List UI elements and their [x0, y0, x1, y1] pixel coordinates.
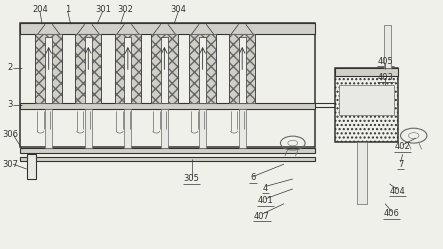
- Bar: [161, 37, 168, 103]
- Text: 302: 302: [117, 5, 133, 14]
- Text: 6: 6: [250, 173, 256, 182]
- Bar: [20, 103, 315, 109]
- Bar: [20, 148, 315, 153]
- Text: 204: 204: [32, 5, 48, 14]
- Text: 4: 4: [263, 184, 268, 193]
- Text: 306: 306: [2, 130, 19, 139]
- Bar: [124, 109, 132, 148]
- Text: 406: 406: [384, 209, 400, 218]
- Bar: [199, 109, 206, 148]
- Bar: [85, 109, 92, 148]
- Bar: [45, 109, 52, 148]
- Text: 2: 2: [8, 63, 13, 72]
- Text: 407: 407: [254, 212, 270, 221]
- Bar: [239, 109, 246, 148]
- Text: 405: 405: [377, 57, 393, 66]
- Bar: [334, 67, 398, 76]
- Bar: [384, 25, 391, 67]
- Bar: [199, 37, 206, 103]
- Bar: [190, 34, 216, 103]
- Text: 305: 305: [184, 175, 199, 184]
- Text: 403: 403: [377, 73, 393, 82]
- Bar: [357, 142, 366, 204]
- Bar: [20, 23, 315, 34]
- Bar: [35, 34, 62, 103]
- Bar: [339, 85, 394, 115]
- Text: 3: 3: [8, 100, 13, 109]
- Text: 402: 402: [395, 142, 411, 151]
- Bar: [85, 37, 92, 103]
- Bar: [239, 37, 246, 103]
- Bar: [45, 37, 52, 103]
- Bar: [229, 34, 256, 103]
- Bar: [115, 34, 141, 103]
- Bar: [334, 67, 398, 142]
- Text: 1: 1: [65, 5, 70, 14]
- Text: 401: 401: [258, 196, 273, 205]
- Bar: [124, 37, 132, 103]
- Bar: [151, 34, 178, 103]
- Bar: [20, 23, 315, 147]
- Text: 404: 404: [389, 187, 405, 196]
- Bar: [75, 34, 101, 103]
- Bar: [20, 157, 315, 161]
- Text: 304: 304: [171, 5, 187, 14]
- Text: 307: 307: [2, 160, 19, 169]
- Text: 7: 7: [398, 160, 403, 169]
- Bar: [27, 154, 36, 179]
- Text: 301: 301: [95, 5, 111, 14]
- Bar: [161, 109, 168, 148]
